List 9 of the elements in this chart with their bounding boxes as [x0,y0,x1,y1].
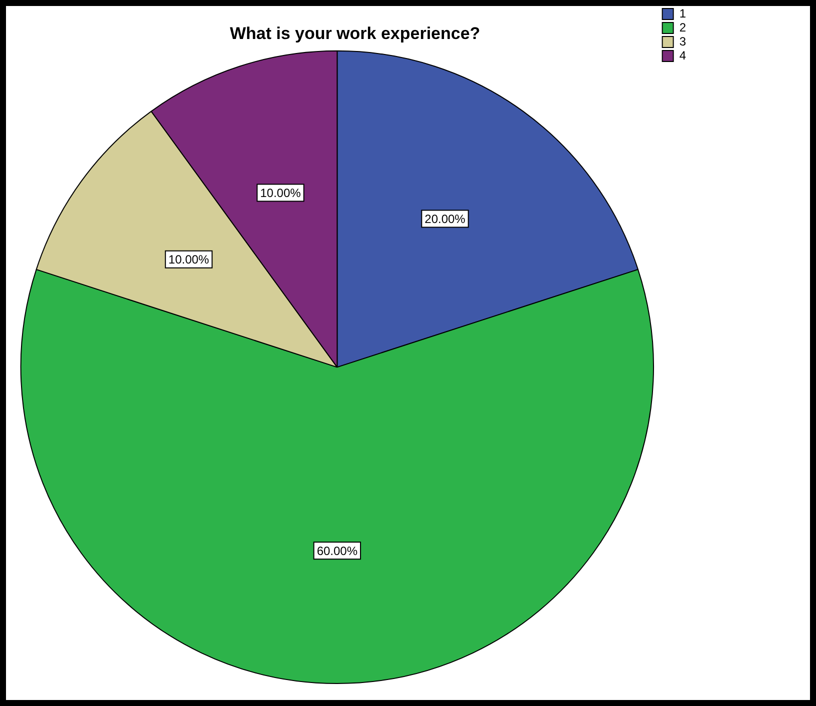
legend-label: 3 [679,34,686,48]
data-label: 20.00% [424,212,466,226]
legend-label: 2 [679,20,686,34]
legend-label: 4 [679,48,686,62]
text: What is your work experience? [230,24,480,43]
data-label: 10.00% [260,186,302,200]
data-label: 10.00% [168,252,210,267]
data-label: 60.00% [316,544,358,558]
legend-label: 1 [679,6,686,20]
